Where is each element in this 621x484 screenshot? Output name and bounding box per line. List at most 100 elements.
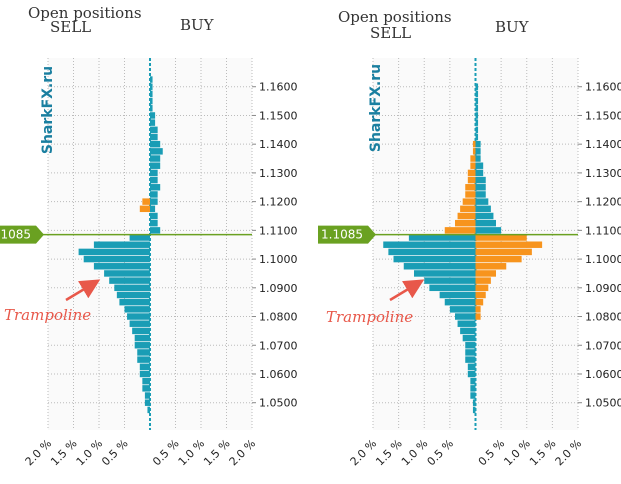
bar bbox=[83, 255, 150, 263]
title: Open positions bbox=[28, 4, 142, 22]
sell-label: SELL bbox=[370, 24, 411, 42]
y-tick-label: 1.0500 bbox=[585, 397, 621, 410]
bar bbox=[475, 90, 479, 98]
x-tick-label: 0.5 % bbox=[476, 437, 507, 468]
x-tick-label: 1.5 % bbox=[527, 437, 558, 468]
y-tick-label: 1.1400 bbox=[585, 138, 621, 151]
y-tick-label: 1.1300 bbox=[259, 167, 298, 180]
bar bbox=[150, 212, 158, 220]
bar bbox=[475, 148, 481, 155]
bar bbox=[475, 191, 486, 198]
bar bbox=[475, 198, 489, 205]
bar bbox=[134, 334, 150, 342]
bar bbox=[475, 112, 479, 119]
x-tick-label: 0.5 % bbox=[425, 437, 456, 468]
bar bbox=[129, 234, 150, 241]
bar bbox=[467, 363, 476, 371]
bar bbox=[150, 162, 161, 169]
bar bbox=[78, 248, 150, 256]
bar bbox=[472, 406, 476, 414]
bar bbox=[93, 263, 150, 270]
bar bbox=[147, 406, 150, 414]
bar bbox=[444, 298, 476, 306]
bar bbox=[475, 255, 522, 263]
bar bbox=[150, 191, 158, 198]
bar bbox=[460, 327, 476, 335]
bar bbox=[142, 377, 150, 385]
watermark: SharkFX.ru bbox=[40, 66, 56, 154]
y-tick-label: 1.0800 bbox=[259, 311, 298, 324]
bar bbox=[470, 392, 476, 399]
bar bbox=[142, 198, 150, 205]
bar bbox=[475, 291, 486, 299]
bar bbox=[150, 184, 161, 191]
bar bbox=[139, 363, 150, 371]
x-tick-label: 1.5 % bbox=[201, 437, 232, 468]
bar bbox=[144, 392, 150, 399]
bar bbox=[150, 133, 158, 141]
bar bbox=[150, 83, 153, 90]
buy-label: BUY bbox=[180, 16, 215, 34]
y-tick-label: 1.0700 bbox=[259, 339, 298, 352]
bar bbox=[475, 219, 496, 227]
x-tick-label: 1.0 % bbox=[176, 437, 207, 468]
y-tick-label: 1.1200 bbox=[585, 196, 621, 209]
bar bbox=[408, 234, 476, 241]
bar bbox=[460, 205, 476, 213]
bar bbox=[455, 313, 476, 320]
bar bbox=[424, 277, 476, 284]
bar bbox=[472, 140, 476, 148]
price-label: 1.1085 bbox=[321, 228, 363, 242]
bar bbox=[137, 356, 150, 363]
bar bbox=[455, 219, 476, 227]
bar bbox=[475, 133, 479, 141]
bar bbox=[104, 270, 150, 277]
bar bbox=[465, 184, 476, 191]
title: Open positions bbox=[338, 8, 452, 26]
bar bbox=[475, 284, 489, 292]
bar bbox=[124, 306, 150, 313]
bar bbox=[475, 162, 484, 169]
bar bbox=[137, 349, 150, 356]
bar bbox=[475, 270, 496, 277]
bar bbox=[150, 198, 158, 205]
price-tag bbox=[0, 225, 44, 244]
annotation: Trampoline bbox=[4, 306, 91, 324]
sell-label: SELL bbox=[50, 18, 91, 36]
bar bbox=[475, 140, 481, 148]
watermark: SharkFX.ru bbox=[368, 64, 384, 152]
x-tick-label: 0.5 % bbox=[99, 437, 130, 468]
bar bbox=[475, 176, 486, 184]
bar bbox=[475, 105, 479, 112]
x-tick-label: 1.0 % bbox=[501, 437, 532, 468]
bar bbox=[150, 155, 161, 162]
x-tick-label: 1.0 % bbox=[74, 437, 105, 468]
bar bbox=[139, 205, 150, 213]
bar bbox=[475, 248, 532, 256]
bar bbox=[109, 277, 150, 284]
y-tick-label: 1.0900 bbox=[585, 282, 621, 295]
x-tick-label: 1.0 % bbox=[399, 437, 430, 468]
y-tick-label: 1.0500 bbox=[259, 397, 298, 410]
bar bbox=[467, 176, 476, 184]
y-tick-label: 1.1000 bbox=[585, 253, 621, 266]
bar bbox=[475, 298, 484, 306]
x-tick-label: 1.5 % bbox=[373, 437, 404, 468]
price-tag bbox=[318, 225, 376, 244]
bar bbox=[467, 370, 476, 378]
bar bbox=[150, 140, 161, 148]
bar bbox=[414, 270, 476, 277]
bar bbox=[462, 334, 476, 342]
bar bbox=[150, 205, 156, 213]
bar bbox=[142, 385, 150, 392]
bar bbox=[444, 227, 476, 234]
bar bbox=[470, 155, 476, 162]
y-tick-label: 1.1400 bbox=[259, 138, 298, 151]
bar bbox=[393, 255, 476, 263]
bar bbox=[475, 263, 507, 270]
bar bbox=[457, 212, 476, 220]
bar bbox=[150, 90, 153, 98]
bar bbox=[475, 212, 494, 220]
bar bbox=[467, 169, 476, 177]
